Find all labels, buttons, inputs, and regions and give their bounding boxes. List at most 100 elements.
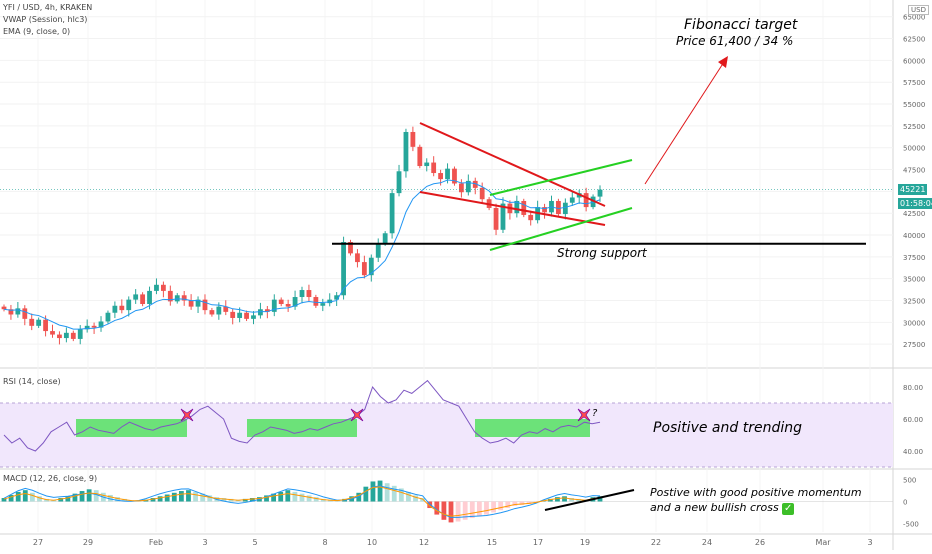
candle-body <box>133 294 139 300</box>
macd-histogram-bar <box>356 492 362 502</box>
price-tick-label: 32500 <box>903 298 925 306</box>
macd-histogram-bar <box>320 498 326 502</box>
macd-histogram-bar <box>72 493 78 502</box>
candle-body <box>174 295 180 302</box>
candle-body <box>292 297 298 307</box>
macd-histogram-bar <box>292 491 298 502</box>
macd-label: MACD (12, 26, close, 9) <box>3 474 98 483</box>
time-tick-label: 15 <box>487 538 497 547</box>
ema-label: EMA (9, close, 0) <box>3 27 71 36</box>
candle-body <box>160 284 166 291</box>
macd-histogram-bar <box>391 485 397 502</box>
price-tick-label: 30000 <box>903 319 925 327</box>
time-tick-label: 12 <box>419 538 429 547</box>
macd-histogram-bar <box>576 498 582 502</box>
candle-body <box>181 295 187 301</box>
candle-body <box>417 146 423 167</box>
macd-note-line1: Postive with good positive momentum <box>650 486 862 499</box>
countdown-badge: 01:58:04 <box>898 198 932 209</box>
candle-body <box>389 193 395 234</box>
macd-histogram-bar <box>313 497 319 502</box>
candle-body <box>299 290 305 298</box>
candle-body <box>458 183 464 193</box>
macd-tick-label: 500 <box>903 477 916 485</box>
macd-histogram-bar <box>242 498 248 502</box>
candle-body <box>452 168 457 184</box>
candle-body <box>154 284 159 291</box>
candle-body <box>562 202 568 215</box>
candle-body <box>348 242 353 254</box>
time-tick-label: 17 <box>533 538 543 547</box>
macd-histogram-bar <box>122 498 128 502</box>
candle-body <box>424 162 430 167</box>
candle-body <box>583 193 589 208</box>
macd-note-text: and a new bullish cross <box>650 501 779 514</box>
macd-histogram-bar <box>1 498 7 502</box>
price-tick-label: 52500 <box>903 123 925 131</box>
time-tick-label: 27 <box>33 538 43 547</box>
candle-body <box>15 308 21 315</box>
price-tick-label: 55000 <box>903 101 925 109</box>
macd-histogram-bar <box>462 501 468 520</box>
candle-body <box>223 306 229 312</box>
candle-body <box>29 318 35 326</box>
candle-body <box>230 311 236 318</box>
currency-label[interactable]: USD <box>908 5 929 15</box>
macd-histogram-bar <box>8 494 14 502</box>
price-tick-label: 35000 <box>903 276 925 284</box>
macd-histogram-bar <box>505 501 511 509</box>
candle-body <box>445 168 450 180</box>
candle-body <box>105 312 111 322</box>
candle-body <box>361 262 367 276</box>
candle-body <box>514 200 520 214</box>
candle-body <box>528 214 534 221</box>
candle-body <box>112 305 118 313</box>
macd-histogram-bar <box>15 491 21 502</box>
candle-body <box>396 171 402 194</box>
macd-histogram-bar <box>455 501 461 522</box>
macd-histogram-bar <box>22 490 28 502</box>
candle-body <box>493 207 499 230</box>
price-tick-label: 62500 <box>903 36 925 44</box>
macd-histogram-bar <box>200 493 206 502</box>
time-tick-label: 3 <box>202 538 207 547</box>
candle-body <box>375 243 381 258</box>
rsi-question-mark: ? <box>592 408 598 419</box>
macd-tick-label: -500 <box>903 520 919 528</box>
macd-histogram-bar <box>484 501 489 515</box>
macd-tick-label: 0 <box>903 499 907 507</box>
candle-body <box>341 242 346 296</box>
candle-body <box>216 306 222 315</box>
candle-body <box>285 304 291 307</box>
target-arrowhead <box>718 56 728 68</box>
rsi-tick-label: 80.00 <box>903 384 923 392</box>
target-arrow <box>644 61 725 185</box>
macd-trend-line <box>544 489 635 511</box>
time-tick-label: 19 <box>580 538 590 547</box>
vwap-label: VWAP (Session, hlc3) <box>3 15 88 24</box>
candle-body <box>22 308 28 319</box>
candle-body <box>556 200 561 215</box>
candle-body <box>521 200 527 215</box>
candle-body <box>119 305 125 311</box>
candle-body <box>313 297 319 306</box>
candle-body <box>355 253 360 263</box>
macd-histogram-bar <box>562 496 567 502</box>
macd-histogram-bar <box>193 491 198 502</box>
macd-histogram-bar <box>186 490 191 502</box>
macd-histogram-bar <box>498 501 504 511</box>
rsi-highlight-box <box>247 419 357 437</box>
time-tick-label: 10 <box>367 538 377 547</box>
macd-histogram-bar <box>512 501 518 506</box>
macd-histogram-bar <box>228 498 234 502</box>
candle-body <box>84 325 90 330</box>
time-tick-label: 5 <box>252 538 257 547</box>
rsi-tick-label: 60.00 <box>903 416 923 424</box>
candle-body <box>382 233 388 244</box>
price-tick-label: 50000 <box>903 145 925 153</box>
target-title: Fibonacci target <box>684 17 798 33</box>
candle-body <box>278 299 284 305</box>
candle-body <box>251 315 256 319</box>
candle-body <box>147 290 152 305</box>
